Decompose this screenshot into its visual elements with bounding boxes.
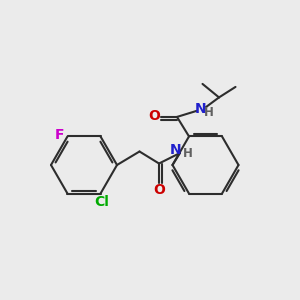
Text: Cl: Cl (94, 195, 110, 209)
Text: O: O (154, 183, 166, 196)
Text: N: N (170, 143, 182, 157)
Text: O: O (148, 109, 160, 123)
Text: H: H (204, 106, 214, 119)
Text: H: H (183, 146, 192, 160)
Text: N: N (194, 102, 206, 116)
Text: F: F (54, 128, 64, 142)
